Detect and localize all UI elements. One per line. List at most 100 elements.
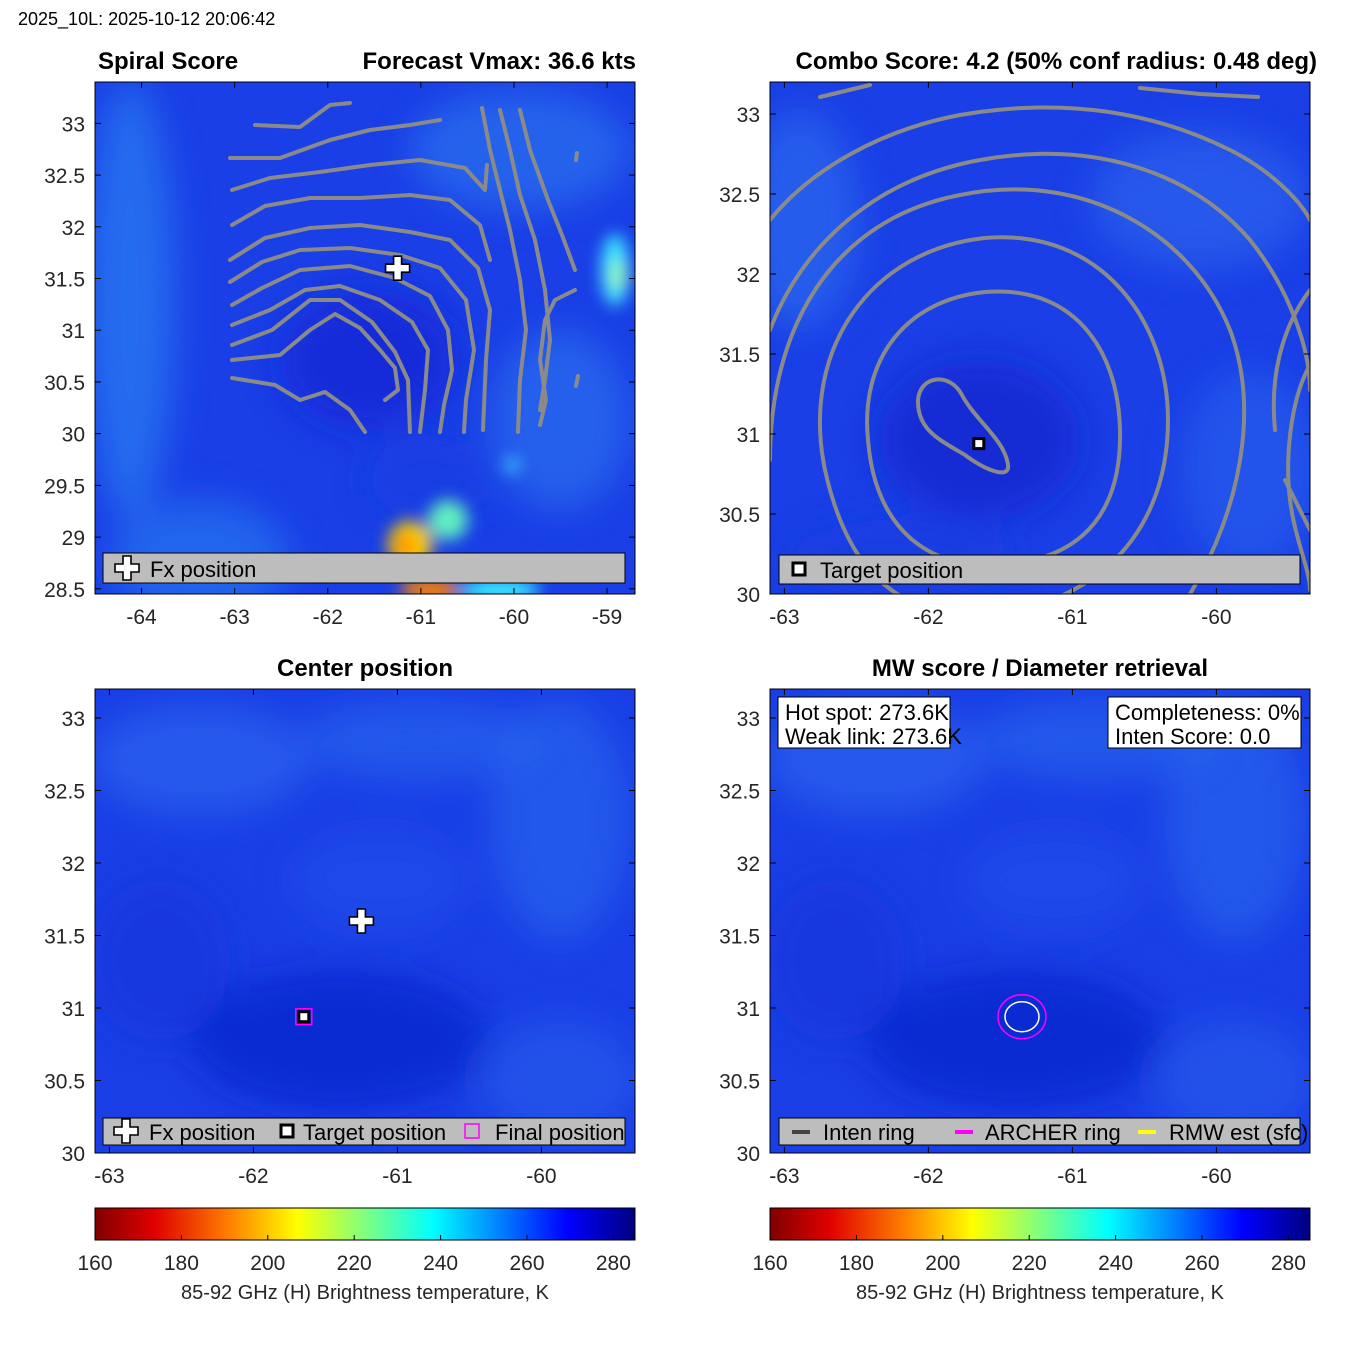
colorbar-tick-label: 240 (1098, 1252, 1133, 1275)
fx-position-legend-icon (113, 1118, 139, 1144)
mw-axis-ticks: -63 -62 -61 -60 30 30.5 31 31.5 32 32.5 33 (719, 689, 1310, 1188)
x-tick-label: -61 (382, 1165, 412, 1188)
y-tick-label: 29 (62, 527, 85, 550)
center-legend-box (102, 1117, 626, 1146)
y-tick-label: 30.5 (44, 1071, 85, 1094)
y-tick-label: 33 (62, 708, 85, 731)
spiral-plot-area (95, 82, 635, 594)
y-tick-label: 31.5 (44, 269, 85, 292)
colorbar-tick-label: 280 (1271, 1252, 1306, 1275)
combo-plot-area (770, 82, 1310, 594)
y-tick-label: 31.5 (719, 344, 760, 367)
colorbar-tick-label: 200 (925, 1252, 960, 1275)
spiral-axes-frame (94, 81, 636, 595)
y-tick-label: 31 (62, 320, 85, 343)
inten-ring (1004, 1000, 1040, 1033)
x-tick-label: -62 (238, 1165, 268, 1188)
y-tick-label: 32 (737, 264, 760, 287)
colorbar-tick-label: 160 (752, 1252, 787, 1275)
mw-legend-box (778, 1117, 1301, 1146)
center-axis-ticks: -63 -62 -61 -60 30 30.5 31 31.5 32 32.5 33 (44, 689, 635, 1188)
mw-legend-label-rmw: RMW est (sfc) (1169, 1120, 1308, 1145)
y-tick-label: 29.5 (44, 475, 85, 498)
y-tick-label: 32.5 (44, 781, 85, 804)
fx-position-marker (348, 908, 375, 934)
center-legend-label-final: Final position (495, 1120, 625, 1145)
x-tick-label: -63 (769, 606, 799, 629)
combo-score-panel: Combo Score: 4.2 (50% conf radius: 0.48 … (719, 48, 1317, 629)
mw-info-right-box (1107, 696, 1302, 749)
inten-score-readout: Inten Score: 0.0 (1115, 724, 1270, 749)
combo-legend-label: Target position (820, 558, 963, 583)
archer-ring (997, 993, 1047, 1040)
combo-axes-frame (769, 81, 1311, 595)
x-tick-label: -62 (913, 1165, 943, 1188)
y-tick-label: 33 (737, 104, 760, 127)
y-tick-label: 30 (62, 1143, 85, 1166)
spiral-legend: Fx position (102, 552, 626, 584)
colorbar-tick-label: 160 (77, 1252, 112, 1275)
x-tick-label: -60 (499, 606, 529, 629)
y-tick-label: 33 (62, 113, 85, 136)
mw-score-title: MW score / Diameter retrieval (872, 655, 1208, 682)
x-tick-label: -60 (1201, 1165, 1231, 1188)
mw-plot-area: Hot spot: 273.6K Weak link: 273.6K Compl… (770, 689, 1310, 1153)
combo-score-title: Combo Score: 4.2 (50% conf radius: 0.48 … (796, 48, 1317, 75)
colorbar-tick-label: 220 (1012, 1252, 1047, 1275)
x-tick-label: -60 (526, 1165, 556, 1188)
spiral-contours (228, 101, 580, 434)
mw-legend-label-archer: ARCHER ring (985, 1120, 1121, 1145)
fx-position-marker (384, 255, 411, 281)
y-tick-label: 33 (737, 708, 760, 731)
forecast-vmax-title: Forecast Vmax: 36.6 kts (363, 48, 636, 75)
combo-axis-ticks: -63 -62 -61 -60 30 30.5 31 31.5 32 32.5 33 (719, 82, 1310, 629)
x-tick-label: -62 (913, 606, 943, 629)
final-position-marker (295, 1007, 313, 1026)
hot-spot-readout: Hot spot: 273.6K (785, 700, 949, 725)
mw-legend-label-inten: Inten ring (823, 1120, 915, 1145)
x-tick-label: -63 (769, 1165, 799, 1188)
colorbar-tick-label: 260 (509, 1252, 544, 1275)
colorbar-tick-label: 200 (250, 1252, 285, 1275)
x-tick-label: -64 (126, 606, 157, 629)
center-position-title: Center position (277, 655, 453, 682)
y-tick-label: 32 (737, 853, 760, 876)
spiral-score-panel: Spiral Score Forecast Vmax: 36.6 kts (44, 48, 636, 629)
y-tick-label: 30 (737, 1143, 760, 1166)
colorbar-left-label: 85-92 GHz (H) Brightness temperature, K (181, 1282, 550, 1304)
y-tick-label: 31.5 (44, 926, 85, 949)
target-position-legend-icon (279, 1123, 295, 1139)
mw-axes-frame (769, 688, 1311, 1154)
x-tick-label: -63 (94, 1165, 124, 1188)
spiral-legend-box (102, 552, 626, 584)
colorbar-right-gradient (769, 1207, 1311, 1241)
x-tick-label: -61 (1057, 1165, 1087, 1188)
retrieval-rings (997, 993, 1047, 1040)
x-tick-label: -61 (406, 606, 436, 629)
y-tick-label: 32.5 (44, 165, 85, 188)
colorbar-tick-label: 240 (423, 1252, 458, 1275)
y-tick-label: 30.5 (719, 504, 760, 527)
y-tick-label: 31.5 (719, 926, 760, 949)
mw-score-panel: MW score / Diameter retrieval Hot spot: … (719, 655, 1311, 1188)
completeness-readout: Completeness: 0% (1115, 700, 1300, 725)
colorbar-right: 160 180 200 220 240 260 280 85-92 GHz (H) Brig… (752, 1207, 1311, 1304)
brightness-field-texture (95, 82, 630, 594)
colorbar-tick-label: 280 (596, 1252, 631, 1275)
brightness-field-texture (95, 700, 635, 1140)
target-position-marker (297, 1010, 311, 1024)
y-tick-label: 30 (62, 424, 85, 447)
y-tick-label: 31 (62, 998, 85, 1021)
x-tick-label: -60 (1201, 606, 1231, 629)
y-tick-label: 32.5 (719, 781, 760, 804)
y-tick-label: 30.5 (719, 1071, 760, 1094)
combo-legend: Target position (778, 554, 1301, 585)
final-position-legend-icon (464, 1123, 480, 1139)
combo-legend-box (778, 554, 1301, 585)
mw-info-left-box (777, 696, 951, 749)
spiral-legend-label: Fx position (150, 557, 256, 582)
y-tick-label: 32.5 (719, 184, 760, 207)
y-tick-label: 30.5 (44, 372, 85, 395)
mw-info-left: Hot spot: 273.6K Weak link: 273.6K (777, 696, 962, 749)
colorbar-right-label: 85-92 GHz (H) Brightness temperature, K (856, 1282, 1225, 1304)
